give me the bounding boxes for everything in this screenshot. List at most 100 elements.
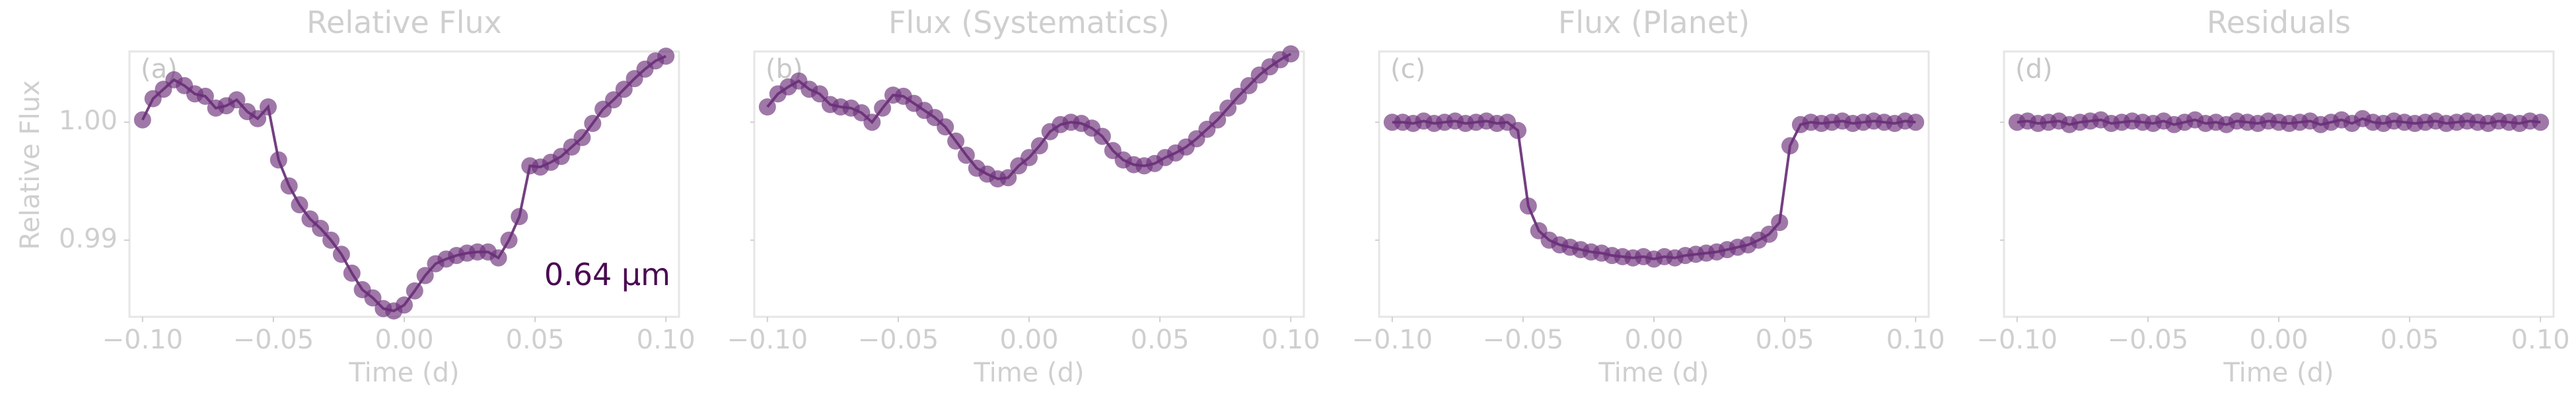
y-axis-label: Relative Flux <box>15 80 46 249</box>
panel-label: (d) <box>2015 54 2053 84</box>
x-tick-label: 0.10 <box>637 325 696 355</box>
panel-relative-flux: Relative Flux (a) 0.64 μm −0.10 −0.05 0.00… <box>59 5 696 388</box>
x-tick-label: 0.10 <box>1262 325 1320 355</box>
panel-title: Flux (Planet) <box>1558 5 1750 40</box>
series-marks <box>2008 110 2550 133</box>
data-point <box>811 85 828 103</box>
x-tick-label: −0.05 <box>2108 325 2189 355</box>
data-point <box>957 147 975 164</box>
data-point <box>196 87 214 105</box>
data-point <box>863 114 881 131</box>
data-point <box>1282 45 1300 63</box>
y-ticks <box>1375 121 1379 241</box>
series-marks <box>1383 112 1925 268</box>
x-tick-label: 0.00 <box>999 325 1058 355</box>
data-point <box>406 282 423 300</box>
panel-title: Residuals <box>2207 5 2351 40</box>
data-point <box>1209 111 1227 129</box>
data-point <box>573 129 591 147</box>
data-point <box>584 115 602 132</box>
wavelength-annotation: 0.64 μm <box>544 257 670 292</box>
data-point <box>416 267 434 284</box>
x-tick-label: 0.05 <box>2380 325 2439 355</box>
data-point <box>999 169 1017 187</box>
data-point <box>1760 225 1778 243</box>
data-point <box>500 231 518 249</box>
x-tick-label: 0.00 <box>2249 325 2308 355</box>
x-ticks: −0.10 −0.05 0.00 0.05 0.10 <box>102 317 696 355</box>
x-tick-label: −0.05 <box>233 325 314 355</box>
data-point <box>1093 127 1111 145</box>
data-point <box>947 132 965 150</box>
data-point <box>657 48 675 65</box>
x-tick-label: −0.10 <box>1352 325 1433 355</box>
plot-frame <box>753 50 1305 318</box>
data-point <box>332 246 350 263</box>
data-point <box>228 91 246 109</box>
data-point <box>758 98 776 116</box>
x-axis-label: Time (d) <box>2223 358 2334 388</box>
series-line <box>1392 119 1916 261</box>
data-point <box>322 231 340 249</box>
panel-label: (c) <box>1390 54 1425 84</box>
data-point <box>312 220 330 237</box>
x-ticks: −0.10 −0.05 0.00 0.05 0.10 <box>1352 317 1945 355</box>
x-tick-label: −0.10 <box>727 325 808 355</box>
data-point <box>1240 77 1258 94</box>
data-point <box>269 151 287 169</box>
series-marks <box>133 48 675 320</box>
panel-residuals: Residuals (d) −0.10 −0.05 0.00 0.05 0.10 Tim… <box>1977 5 2570 388</box>
series-marks <box>758 45 1300 187</box>
data-point <box>396 296 413 314</box>
data-point <box>249 110 267 127</box>
x-tick-label: 0.10 <box>2511 325 2570 355</box>
data-point <box>2532 114 2550 131</box>
x-tick-label: 0.10 <box>1886 325 1945 355</box>
panel-flux-systematics: Flux (Systematics) (b) −0.10 −0.05 0.00 0.0… <box>727 5 1320 388</box>
data-point <box>1509 121 1526 139</box>
data-point <box>1519 197 1537 215</box>
data-point <box>511 208 528 226</box>
data-point <box>291 196 308 214</box>
data-point <box>489 249 507 267</box>
panel-title: Relative Flux <box>306 5 502 40</box>
data-point <box>1020 148 1038 166</box>
x-tick-label: 0.00 <box>1624 325 1683 355</box>
x-tick-label: 0.05 <box>506 325 565 355</box>
x-tick-label: −0.05 <box>1483 325 1564 355</box>
y-ticks <box>750 121 754 241</box>
data-point <box>1907 114 1925 131</box>
panel-title: Flux (Systematics) <box>888 5 1170 40</box>
data-point <box>343 264 361 282</box>
data-point <box>1030 137 1048 154</box>
x-ticks: −0.10 −0.05 0.00 0.05 0.10 <box>1977 317 2570 355</box>
x-tick-label: 0.05 <box>1131 325 1190 355</box>
data-point <box>260 98 277 116</box>
x-ticks: −0.10 −0.05 0.00 0.05 0.10 <box>727 317 1320 355</box>
data-point <box>1781 137 1799 154</box>
data-point <box>133 111 151 129</box>
plot-frame <box>1378 50 1930 318</box>
data-point <box>937 118 954 136</box>
x-axis-label: Time (d) <box>1598 358 1709 388</box>
panel-flux-planet: Flux (Planet) (c) −0.10 −0.05 0.00 0.05 0.10… <box>1352 5 1945 388</box>
data-point <box>1230 87 1247 105</box>
data-point <box>280 177 298 195</box>
data-point <box>874 99 892 117</box>
data-point <box>364 289 382 307</box>
x-axis-label: Time (d) <box>973 358 1084 388</box>
x-tick-label: 0.05 <box>1756 325 1814 355</box>
x-axis-label: Time (d) <box>348 358 459 388</box>
y-tick-label: 0.99 <box>59 224 118 254</box>
data-point <box>605 91 622 109</box>
x-tick-label: −0.10 <box>1977 325 2058 355</box>
data-point <box>1219 99 1237 117</box>
x-tick-label: 0.00 <box>375 325 433 355</box>
y-ticks: 0.99 1.00 <box>59 106 129 254</box>
y-tick-label: 1.00 <box>59 106 118 136</box>
data-point <box>1771 214 1789 232</box>
x-tick-label: −0.10 <box>102 325 184 355</box>
y-ticks <box>2000 121 2004 241</box>
x-tick-label: −0.05 <box>858 325 939 355</box>
